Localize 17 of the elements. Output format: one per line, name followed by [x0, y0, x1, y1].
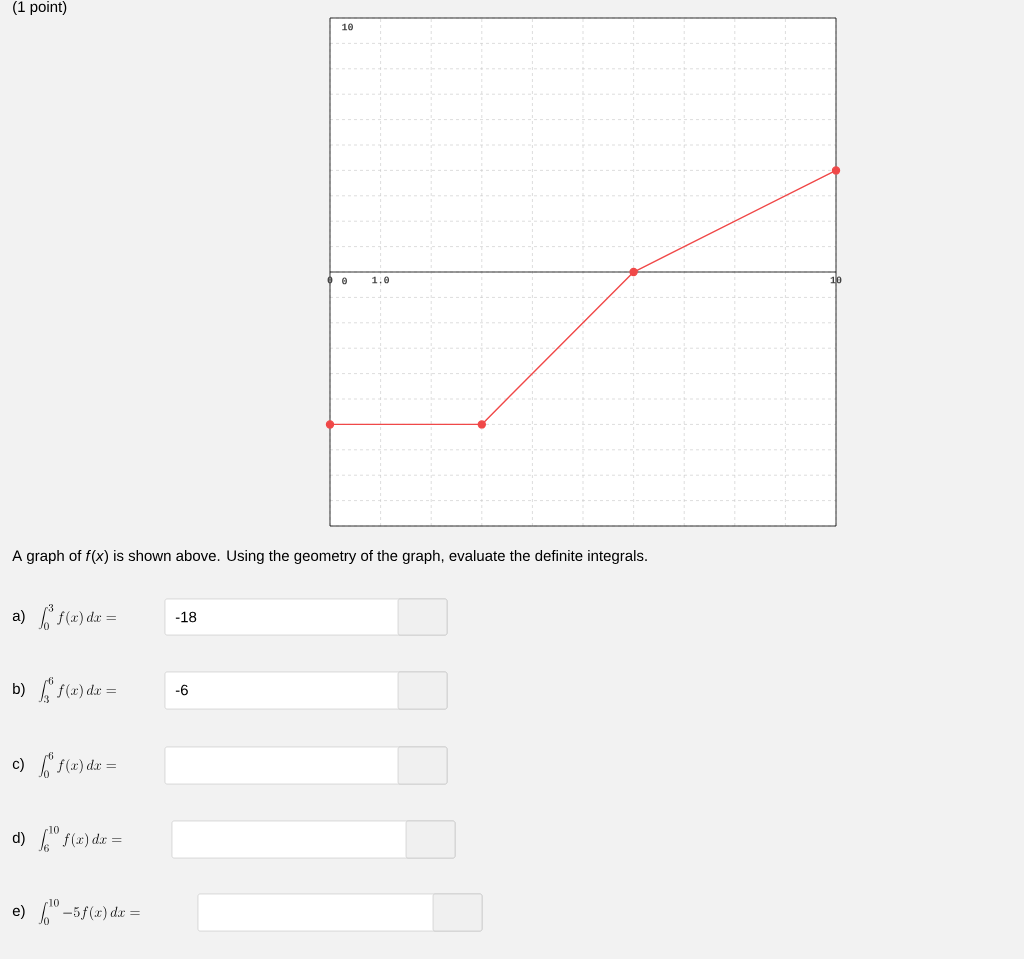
text: $\int_6^{10} f(x)\,dx =$	[38, 825, 122, 853]
text: $\int_0^{10} -5f(x)\,dx =$	[38, 898, 140, 926]
text: c)	[12, 758, 24, 772]
text: A graph of f(x) is shown above. Using the geometry of the graph, evaluate the definite integrals.	[12, 550, 647, 564]
text: (1 point)	[13, 1, 67, 15]
text: $\int_0^3 f(x)\,dx =$	[38, 603, 116, 631]
x-tick-label: 10	[830, 276, 842, 284]
text: -18	[175, 611, 197, 623]
text: e)	[12, 905, 25, 919]
x-tick-label: 1.0	[372, 276, 390, 284]
text: d)	[12, 832, 25, 846]
text: -6	[175, 684, 188, 696]
x-tick-label: 0	[327, 276, 333, 284]
text: b)	[13, 683, 25, 697]
text: $\int_3^6 f(x)\,dx =$	[38, 676, 116, 704]
text: a)	[12, 610, 25, 624]
text: $\int_0^6 f(x)\,dx =$	[38, 751, 116, 779]
